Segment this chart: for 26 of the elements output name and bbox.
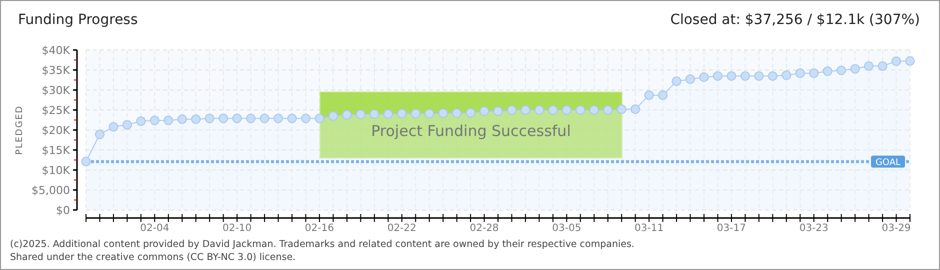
y-tick-label: $0 <box>56 204 70 217</box>
x-tick-label: 02-16 <box>304 223 334 234</box>
x-tick-label: 03-11 <box>634 223 664 234</box>
x-tick-label: 02-28 <box>470 223 499 234</box>
chart-title: Funding Progress <box>18 12 138 28</box>
y-tick-label: $15K <box>42 144 71 157</box>
text: Shared under the creative commons (CC BY-NC 3.0) license. <box>10 252 296 263</box>
x-tick-label: 02-04 <box>140 223 170 234</box>
annotation: Project Funding Successful <box>371 122 571 140</box>
ref-line-label: GOAL <box>875 158 901 168</box>
x-tick-label: 03-05 <box>552 223 582 234</box>
x-tick-label: 03-29 <box>882 223 911 234</box>
x-tick-label: 02-22 <box>387 223 416 234</box>
x-tick-label: 02-10 <box>222 223 252 234</box>
chart-subtitle: Closed at: $37,256 / $12.1k (307%) <box>670 12 920 28</box>
y-tick-label: $20K <box>42 124 71 137</box>
x-tick-label: 03-23 <box>799 223 828 234</box>
x-tick-label: 03-17 <box>716 223 746 234</box>
y-tick-label: $25K <box>42 104 71 117</box>
y-tick-label: $35K <box>42 64 71 77</box>
y-tick-label: $10K <box>42 164 71 177</box>
y-axis-title: PLEDGED <box>15 105 25 155</box>
y-tick-label: $5,000 <box>32 184 70 197</box>
y-tick-label: $40K <box>42 44 71 57</box>
y-tick-label: $30K <box>42 84 71 97</box>
text: (c)2025. Additional content provided by David Jackman. Trademarks and related content are owned by their respective companies. <box>10 239 634 250</box>
